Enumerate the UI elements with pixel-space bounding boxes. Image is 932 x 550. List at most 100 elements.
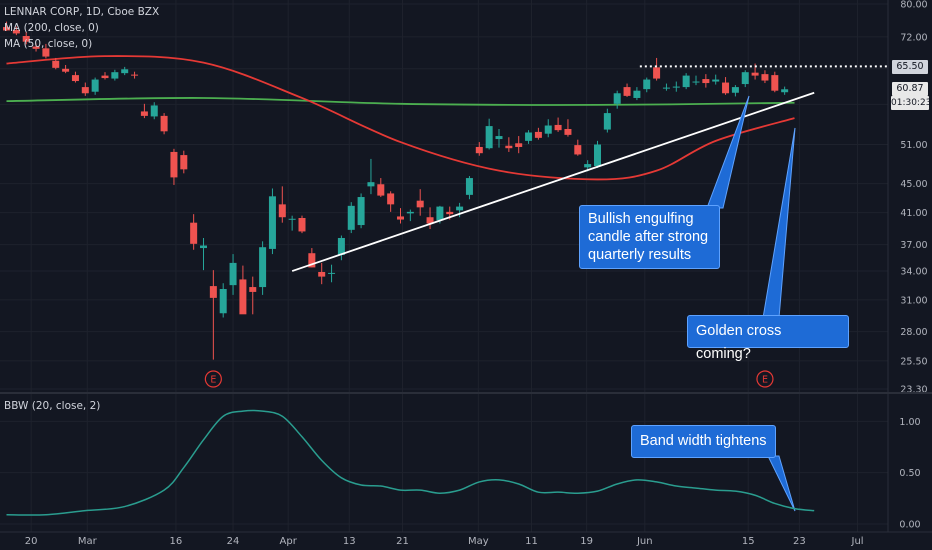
candle[interactable] — [111, 69, 119, 81]
candle[interactable] — [180, 150, 188, 174]
candle[interactable] — [71, 71, 79, 83]
callout-line-1: Bullish engulfing — [588, 211, 694, 227]
callout-bullish-engulfing[interactable]: Bullish engulfing candle after strong qu… — [579, 205, 720, 269]
candle[interactable] — [190, 214, 198, 250]
candle[interactable] — [52, 57, 60, 70]
candle[interactable] — [219, 283, 227, 318]
bbw-legend[interactable]: BBW (20, close, 2) — [4, 400, 101, 412]
candle[interactable] — [456, 202, 464, 218]
candle[interactable] — [121, 66, 129, 76]
candles[interactable] — [3, 21, 789, 360]
candle[interactable] — [367, 158, 375, 195]
candle-body — [554, 124, 562, 131]
candle[interactable] — [594, 140, 601, 169]
candle[interactable] — [377, 178, 385, 198]
candle[interactable] — [623, 83, 631, 97]
candle[interactable] — [387, 191, 395, 212]
candle[interactable] — [613, 90, 621, 109]
candle-body — [12, 30, 20, 34]
candle[interactable] — [259, 241, 267, 295]
candle[interactable] — [278, 186, 286, 223]
candle[interactable] — [781, 86, 789, 95]
candle[interactable] — [662, 83, 670, 91]
earnings-marker-circle — [756, 370, 774, 388]
candle[interactable] — [288, 215, 296, 231]
price-tick-label: 51.00 — [900, 140, 927, 151]
candle-body — [633, 90, 641, 98]
candle[interactable] — [170, 148, 178, 185]
candle[interactable] — [465, 176, 473, 200]
candle[interactable] — [91, 77, 99, 95]
candle[interactable] — [209, 270, 217, 360]
callout-band-width[interactable]: Band width tightens — [631, 425, 776, 458]
candle[interactable] — [672, 81, 680, 92]
candle[interactable] — [741, 70, 749, 88]
candle-body — [52, 60, 60, 68]
candle[interactable] — [268, 188, 276, 255]
candle-body — [771, 75, 779, 91]
candle[interactable] — [347, 202, 355, 234]
candle-body — [761, 74, 769, 81]
ma50-legend[interactable]: MA (50, close, 0) — [4, 38, 93, 50]
time-tick-label: Jun — [636, 536, 653, 547]
candle[interactable] — [712, 74, 720, 85]
candle[interactable] — [81, 82, 89, 96]
candle[interactable] — [357, 193, 365, 229]
candle[interactable] — [160, 113, 168, 135]
candle[interactable] — [525, 130, 533, 144]
candle[interactable] — [544, 119, 552, 138]
candle[interactable] — [505, 137, 513, 152]
candle[interactable] — [12, 26, 20, 36]
callout-golden-cross[interactable]: Golden cross coming? — [687, 315, 849, 362]
candle[interactable] — [771, 71, 779, 93]
candle[interactable] — [426, 207, 434, 230]
candle[interactable] — [722, 77, 730, 95]
candle[interactable] — [682, 73, 690, 90]
candle[interactable] — [564, 119, 572, 137]
candle[interactable] — [239, 265, 247, 315]
candle[interactable] — [554, 117, 562, 132]
candle[interactable] — [298, 215, 306, 234]
candle-body — [781, 89, 789, 93]
candle[interactable] — [702, 74, 710, 88]
candle[interactable] — [101, 72, 109, 80]
support-trendline — [291, 91, 815, 272]
candle[interactable] — [200, 237, 207, 271]
candle-body — [426, 217, 434, 224]
symbol-title[interactable]: LENNAR CORP, 1D, Cboe BZX — [4, 6, 160, 18]
candle[interactable] — [397, 208, 404, 224]
candle[interactable] — [633, 87, 641, 101]
candle[interactable] — [131, 71, 139, 79]
grid-lines — [0, 0, 888, 532]
candle[interactable] — [249, 276, 257, 315]
candle[interactable] — [534, 127, 542, 140]
candle[interactable] — [475, 142, 483, 156]
candle[interactable] — [495, 128, 503, 148]
candle[interactable] — [3, 21, 10, 31]
candle[interactable] — [515, 136, 523, 154]
candle[interactable] — [485, 118, 493, 150]
candle[interactable] — [653, 57, 661, 81]
candle[interactable] — [692, 75, 700, 86]
time-tick-label: Apr — [280, 536, 298, 547]
candle[interactable] — [574, 139, 582, 156]
candle[interactable] — [643, 77, 651, 93]
candle[interactable] — [318, 262, 326, 285]
candle[interactable] — [328, 264, 336, 283]
candle[interactable] — [337, 235, 345, 261]
candle[interactable] — [731, 85, 739, 97]
candle[interactable] — [140, 103, 148, 119]
candle[interactable] — [62, 64, 70, 74]
ma200-legend[interactable]: MA (200, close, 0) — [4, 22, 99, 34]
candle[interactable] — [150, 102, 158, 120]
candle[interactable] — [603, 108, 611, 133]
time-tick-label: 15 — [742, 536, 755, 547]
candle[interactable] — [22, 32, 30, 45]
candle[interactable] — [32, 43, 40, 52]
candle[interactable] — [406, 209, 414, 222]
candle[interactable] — [42, 43, 50, 59]
candle[interactable] — [416, 189, 424, 216]
candle[interactable] — [761, 70, 769, 84]
candle[interactable] — [229, 254, 237, 295]
